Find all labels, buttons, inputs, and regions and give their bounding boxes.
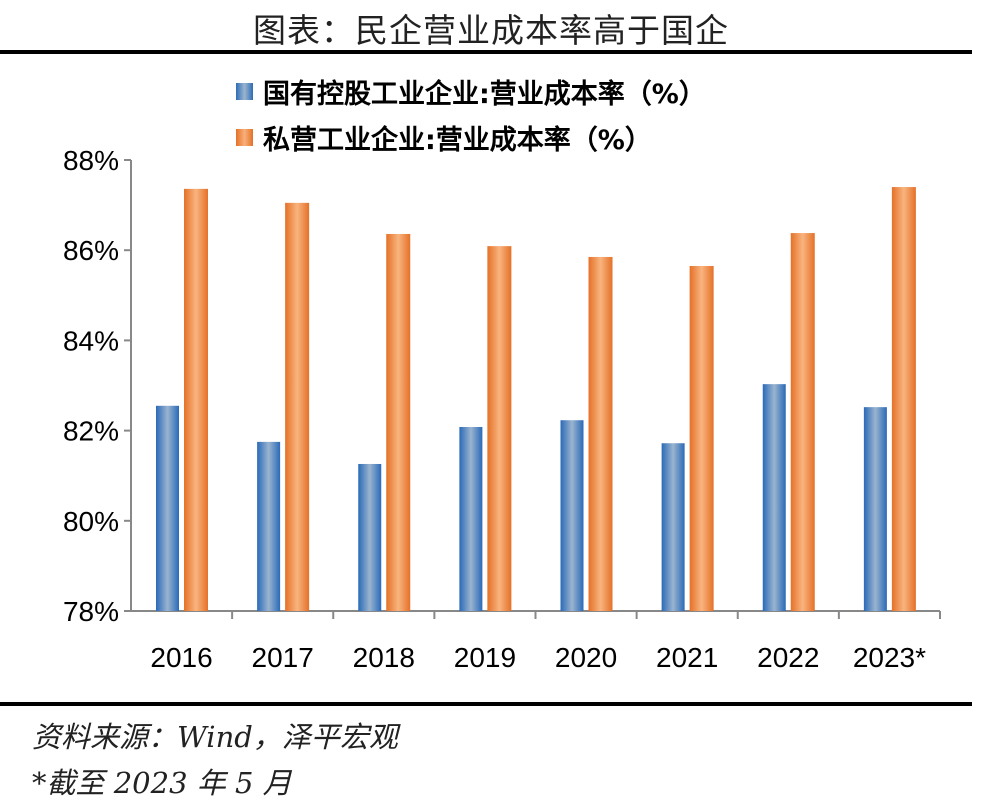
bar-state-owned-2023* — [863, 407, 887, 611]
top-rule — [0, 50, 972, 54]
x-tick-label: 2018 — [353, 642, 415, 673]
legend-swatch-orange — [236, 129, 253, 146]
bar-private-2017 — [285, 202, 310, 611]
bar-private-2018 — [386, 233, 411, 612]
bar-state-owned-2016 — [156, 405, 179, 611]
legend-swatch-blue — [236, 83, 253, 100]
bar-private-2021 — [689, 265, 714, 611]
y-tick-label: 78% — [63, 596, 119, 627]
x-tick-label: 2021 — [656, 642, 718, 673]
x-tick-label: 2019 — [454, 642, 516, 673]
legend-label: 国有控股工业企业:营业成本率（%） — [263, 79, 706, 110]
x-tick-label: 2020 — [555, 642, 617, 673]
bar-state-owned-2018 — [358, 463, 382, 611]
chart-title: 图表：民企营业成本率高于国企 — [253, 11, 729, 50]
bar-state-owned-2017 — [257, 441, 281, 611]
bar-private-2022 — [790, 233, 815, 611]
bar-private-2020 — [588, 256, 613, 611]
legend-item-state: 国有控股工业企业:营业成本率（%） — [236, 72, 706, 111]
y-tick-label: 88% — [63, 145, 119, 176]
y-tick-label: 84% — [63, 325, 119, 356]
source-note: 资料来源：Wind，泽平宏观 — [32, 720, 398, 754]
legend-item-private: 私营工业企业:营业成本率（%） — [236, 118, 652, 157]
bar-state-owned-2021 — [661, 443, 685, 611]
x-tick-label: 2016 — [150, 642, 212, 673]
y-tick-label: 82% — [63, 416, 119, 447]
bar-state-owned-2019 — [459, 426, 483, 611]
bar-chart: 78% 80% 82% 84% 86% 88% 2016 2017 2018 2019 2020 20… — [63, 145, 941, 673]
footnote: *截至 2023 年 5 月 — [32, 766, 292, 800]
bar-private-2019 — [487, 246, 512, 612]
x-tick-label: 2022 — [757, 642, 819, 673]
y-tick-label: 80% — [63, 506, 119, 537]
bar-state-owned-2022 — [762, 384, 786, 611]
bottom-rule — [0, 702, 972, 706]
bar-private-2016 — [184, 188, 208, 611]
bar-state-owned-2020 — [560, 420, 584, 611]
bar-private-2023* — [891, 187, 916, 611]
y-tick-label: 86% — [63, 235, 119, 266]
x-tick-label: 2023* — [853, 642, 926, 673]
x-tick-label: 2017 — [252, 642, 314, 673]
legend-label: 私营工业企业:营业成本率（%） — [263, 125, 652, 156]
